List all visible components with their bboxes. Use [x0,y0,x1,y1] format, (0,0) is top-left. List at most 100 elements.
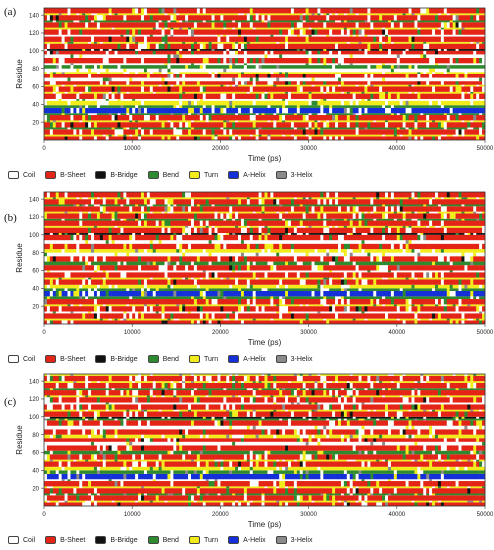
state-cell [364,74,368,78]
state-cell [317,43,321,50]
state-cell [396,107,401,114]
state-cell [449,115,453,121]
state-cell [390,136,395,140]
state-cell [85,34,89,37]
state-cell [196,74,201,78]
state-cell [452,84,456,87]
state-cell [393,91,398,94]
state-cell [188,54,192,58]
state-cell [443,34,448,37]
state-cell [470,50,474,55]
state-cell [93,107,98,114]
state-cell [232,98,236,101]
state-cell [440,29,445,35]
state-cell [211,122,215,128]
state-cell [482,49,486,51]
state-cell [329,74,333,78]
state-cell [364,50,368,55]
state-cell [220,77,224,82]
state-cell [270,129,274,135]
state-cell [126,77,130,82]
state-cell [55,54,59,58]
state-cell [246,65,251,69]
state-cell [191,100,195,106]
state-cell [317,129,321,135]
state-cell [402,68,406,73]
state-cell [185,72,189,74]
state-cell [455,91,459,94]
state-cell [88,72,92,74]
state-cell [482,41,486,44]
state-cell [258,43,262,50]
state-cell [208,129,212,135]
state-cell [164,50,168,55]
state-cell [52,120,57,123]
state-cell [364,120,368,123]
state-cell [267,50,271,55]
state-cell [473,86,477,92]
state-cell [223,49,227,51]
state-cell [440,77,445,82]
state-cell [88,120,92,123]
state-cell [55,136,59,140]
state-cell [326,100,330,106]
state-cell [352,86,356,92]
state-cell [420,98,424,101]
state-cell [76,107,80,114]
state-cell [193,100,198,106]
state-cell [258,57,262,64]
state-cell [446,27,451,30]
state-cell [367,27,371,30]
state-cell [396,36,401,42]
state-cell [205,34,209,37]
state-cell [326,57,330,64]
state-cell [273,113,277,116]
state-cell [129,91,133,94]
state-cell [167,68,171,73]
state-cell [367,113,371,116]
state-cell [255,68,259,73]
state-cell [217,63,221,66]
state-cell [70,81,74,85]
state-cell [191,91,195,94]
state-cell [129,84,133,87]
state-cell [135,107,139,114]
state-cell [387,41,392,44]
state-cell [226,49,230,51]
state-cell [205,50,209,55]
state-cell [126,100,130,106]
state-cell [129,86,133,92]
state-cell [226,72,230,74]
state-cell [402,107,406,114]
state-cell [182,100,186,106]
state-cell [299,68,304,73]
state-cell [167,107,171,114]
state-cell [335,136,339,140]
state-cell [91,63,95,66]
state-cell [305,27,309,30]
state-cell [64,100,68,106]
state-cell [123,68,127,73]
state-cell [202,50,206,55]
state-cell [143,122,148,128]
state-cell [449,98,453,101]
state-cell [405,98,409,101]
state-cell [317,29,321,35]
state-cell [370,107,374,114]
state-cell [417,93,421,99]
state-cell [340,68,345,73]
state-cell [473,129,477,135]
state-cell [464,105,468,108]
state-cell [76,136,80,140]
state-cell [379,136,383,140]
state-cell [282,29,286,35]
state-cell [302,57,306,64]
state-cell [249,68,254,73]
state-cell [176,72,180,74]
state-cell [126,84,130,87]
state-cell [199,98,204,101]
state-cell [146,49,151,51]
dssp-panel-a: (a) 20 40 60 80 100 120 140 0 10000 20000 30000 400… [0,0,494,182]
state-cell [152,100,157,106]
state-cell [449,84,453,87]
